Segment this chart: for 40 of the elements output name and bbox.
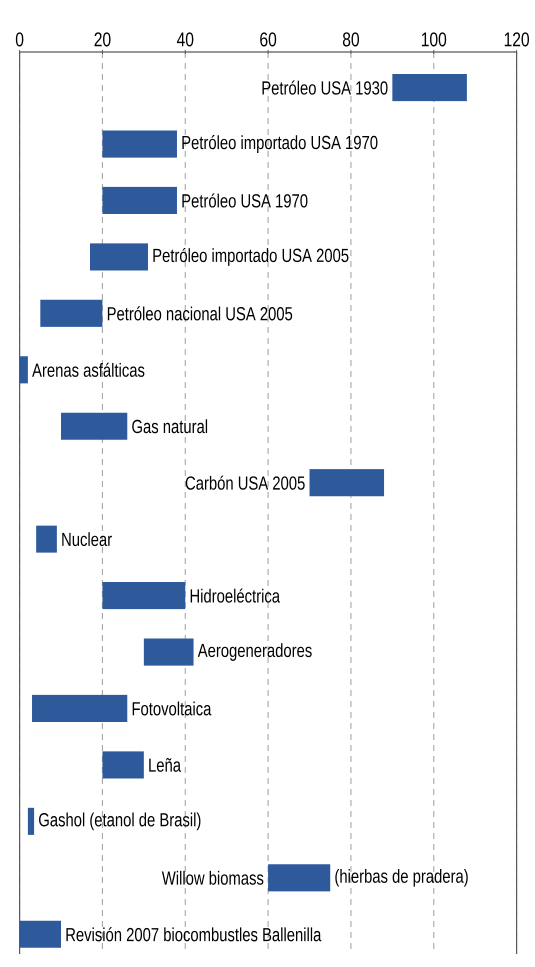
x-tick-label: 80 (342, 32, 360, 46)
bar (61, 412, 128, 440)
bar (36, 526, 57, 553)
y-tick-label: Gas natural (132, 419, 208, 434)
y-tick-label: Gashol (etanol de Brasil) (39, 812, 200, 830)
bar (102, 582, 186, 610)
y-tick-label: Petróleo importado USA 1970 (182, 135, 378, 153)
bar (90, 243, 148, 270)
x-tick-label: 40 (176, 32, 194, 46)
bar (144, 638, 194, 666)
bar (32, 694, 128, 722)
y-tick-label: Hidroeléctrica (190, 588, 280, 603)
x-tick-label: 100 (422, 32, 446, 46)
bar (20, 356, 28, 384)
y-tick-label: Willow biomass (162, 870, 264, 885)
x-tick-label: 20 (94, 32, 111, 46)
x-tick-label: 60 (260, 32, 276, 46)
y-tick-label: Leña (149, 758, 182, 772)
bar (28, 808, 34, 835)
y-tick-label: Nuclear (62, 532, 112, 546)
bar (20, 920, 62, 948)
bar (40, 300, 102, 327)
y-tick-label: Carbón USA 2005 (186, 476, 305, 490)
y-tick-label: Aerogeneradores (198, 643, 312, 661)
bar (310, 469, 384, 496)
annotation: (hierbas de pradera) (335, 868, 468, 887)
bar (102, 130, 177, 158)
y-tick-label: Arenas asfálticas (32, 362, 144, 377)
y-tick-label: Petróleo USA 1930 (262, 80, 388, 95)
bar (102, 751, 144, 778)
bar (392, 74, 467, 102)
y-tick-label: Fotovoltaica (132, 701, 212, 716)
bar (268, 864, 330, 892)
y-tick-label: Revisión 2007 biocombustles Ballenilla (66, 927, 322, 942)
y-tick-label: Petróleo nacional USA 2005 (108, 306, 292, 320)
x-tick-label: 120 (504, 32, 529, 46)
x-tick-label: 0 (16, 32, 24, 46)
y-tick-label: Petróleo USA 1970 (182, 193, 308, 208)
y-tick-label: Petróleo importado USA 2005 (153, 248, 348, 266)
bar (102, 186, 177, 214)
